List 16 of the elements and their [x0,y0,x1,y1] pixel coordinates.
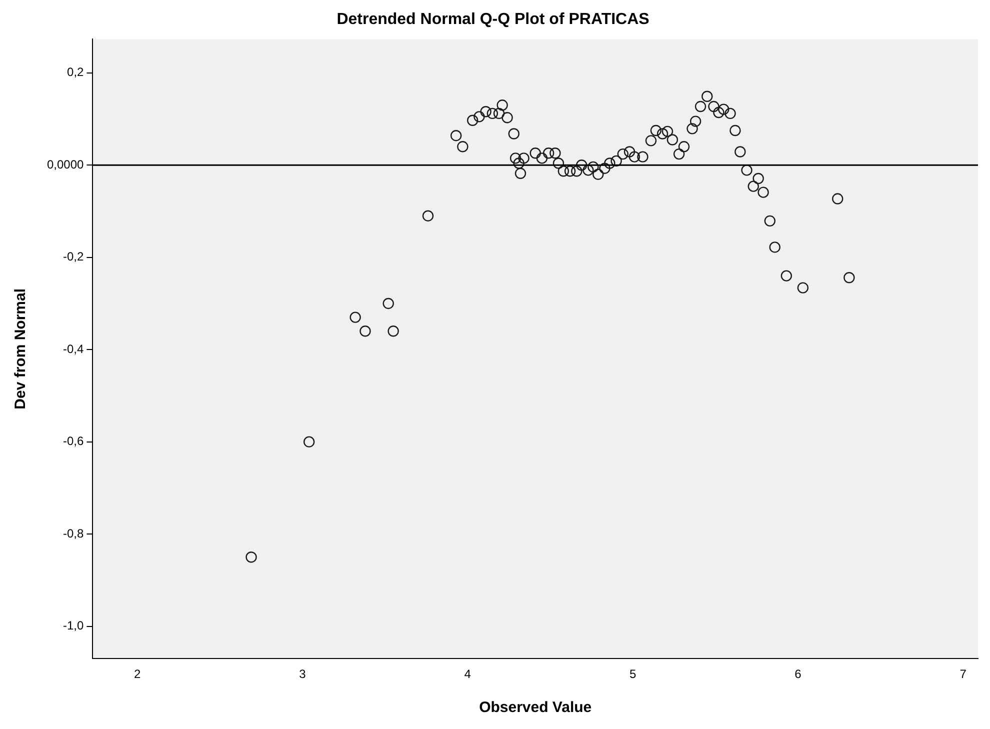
x-tick-label: 3 [299,667,306,682]
y-tick-label: 0,0000 [47,157,84,172]
y-axis-title: Dev from Normal [12,288,30,410]
x-tick-label: 5 [629,667,636,682]
x-axis-title: Observed Value [479,699,592,716]
x-tick-label: 7 [960,667,967,682]
y-tick-label: -0,8 [63,526,84,540]
chart-title: Detrended Normal Q-Q Plot of PRATICAS [336,11,650,28]
x-tick-label: 4 [464,667,472,682]
y-tick-label: -0,6 [63,434,84,448]
x-tick-label: 6 [794,667,802,682]
y-tick-label: -0,2 [63,250,84,264]
y-tick-label: -1,0 [63,618,84,633]
x-tick-label: 2 [134,667,141,682]
y-tick-label: 0,2 [67,65,84,80]
y-tick-label: -0,4 [63,342,84,356]
